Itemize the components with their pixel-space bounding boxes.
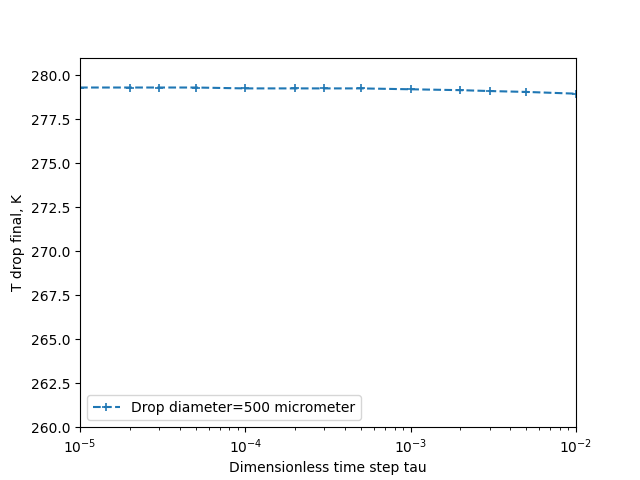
Drop diameter=500 micrometer — [76, 84, 84, 90]
Drop diameter=500 micrometer — [486, 88, 493, 94]
Drop diameter=500 micrometer — [192, 84, 200, 90]
Drop diameter=500 micrometer — [407, 86, 415, 92]
Drop diameter=500 micrometer — [321, 85, 328, 91]
Drop diameter=500 micrometer — [291, 85, 299, 91]
Legend: Drop diameter=500 micrometer: Drop diameter=500 micrometer — [87, 395, 361, 420]
Drop diameter=500 micrometer — [572, 91, 580, 96]
Drop diameter=500 micrometer — [456, 87, 464, 93]
Y-axis label: T drop final, K: T drop final, K — [12, 194, 25, 291]
Line: Drop diameter=500 micrometer: Drop diameter=500 micrometer — [76, 84, 580, 98]
Drop diameter=500 micrometer — [241, 85, 249, 91]
X-axis label: Dimensionless time step tau: Dimensionless time step tau — [229, 461, 427, 475]
Drop diameter=500 micrometer — [155, 84, 163, 90]
Drop diameter=500 micrometer — [357, 85, 365, 91]
Drop diameter=500 micrometer — [522, 89, 530, 95]
Drop diameter=500 micrometer — [126, 84, 134, 90]
